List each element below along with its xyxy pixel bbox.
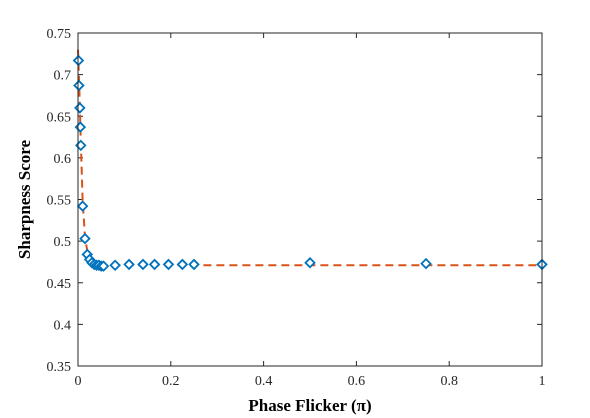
y-tick-label: 0.55	[47, 194, 72, 209]
data-point-marker	[420, 257, 432, 270]
y-tick-label: 0.4	[54, 318, 72, 333]
y-tick-labels: 0.35 0.4 0.45 0.5 0.55 0.6 0.65 0.7 0.75	[47, 27, 72, 375]
y-tick-label: 0.5	[54, 235, 72, 250]
y-tick-label: 0.45	[47, 277, 72, 292]
data-point-marker	[148, 258, 161, 271]
data-point-marker	[73, 79, 85, 92]
y-tick-label: 0.35	[47, 360, 72, 375]
x-axis-label: Phase Flicker (π)	[248, 396, 371, 415]
data-point-marker	[123, 258, 135, 271]
x-tick-labels: 0 0.2 0.4 0.6 0.8 1	[75, 374, 546, 389]
y-tick-label: 0.6	[54, 152, 72, 167]
x-tick-label: 0.2	[162, 374, 180, 389]
data-point-marker	[97, 260, 110, 272]
data-point-marker	[176, 258, 189, 271]
y-tick-label: 0.7	[54, 69, 72, 84]
data-point-marker	[188, 258, 200, 271]
data-point-marker	[162, 258, 175, 271]
x-tick-label: 0.8	[440, 374, 458, 389]
y-tick-label: 0.65	[47, 110, 72, 125]
y-tick-label: 0.75	[47, 27, 72, 42]
plot-area	[78, 33, 542, 366]
data-point-marker	[76, 200, 89, 212]
data-point-marker	[304, 256, 316, 269]
data-point-marker	[137, 258, 149, 271]
x-tick-label: 0	[75, 374, 82, 389]
x-tick-label: 0.4	[255, 374, 273, 389]
data-point-marker	[109, 259, 121, 272]
x-tick-label: 0.6	[348, 374, 366, 389]
x-tick-label: 1	[539, 374, 546, 389]
data-point-marker	[79, 232, 91, 245]
y-axis-label: Sharpness Score	[15, 139, 34, 259]
plot-frame	[77, 32, 543, 367]
